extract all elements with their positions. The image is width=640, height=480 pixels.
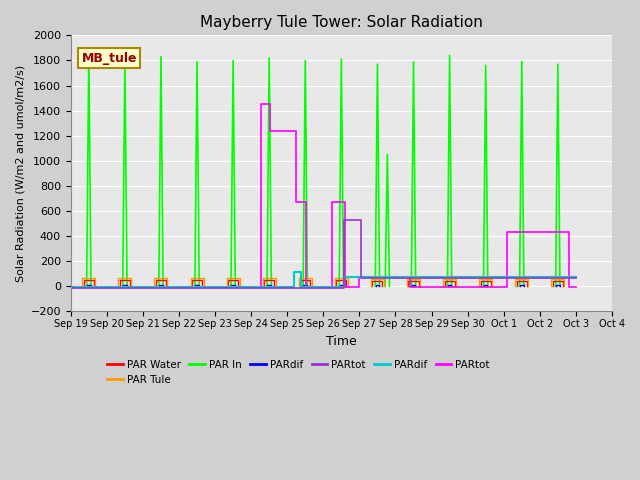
Text: MB_tule: MB_tule	[82, 51, 137, 64]
Title: Mayberry Tule Tower: Solar Radiation: Mayberry Tule Tower: Solar Radiation	[200, 15, 483, 30]
Y-axis label: Solar Radiation (W/m2 and umol/m2/s): Solar Radiation (W/m2 and umol/m2/s)	[15, 65, 25, 282]
X-axis label: Time: Time	[326, 335, 356, 348]
Legend: PAR Water, PAR Tule, PAR In, PARdif, PARtot, PARdif, PARtot: PAR Water, PAR Tule, PAR In, PARdif, PAR…	[103, 355, 494, 389]
